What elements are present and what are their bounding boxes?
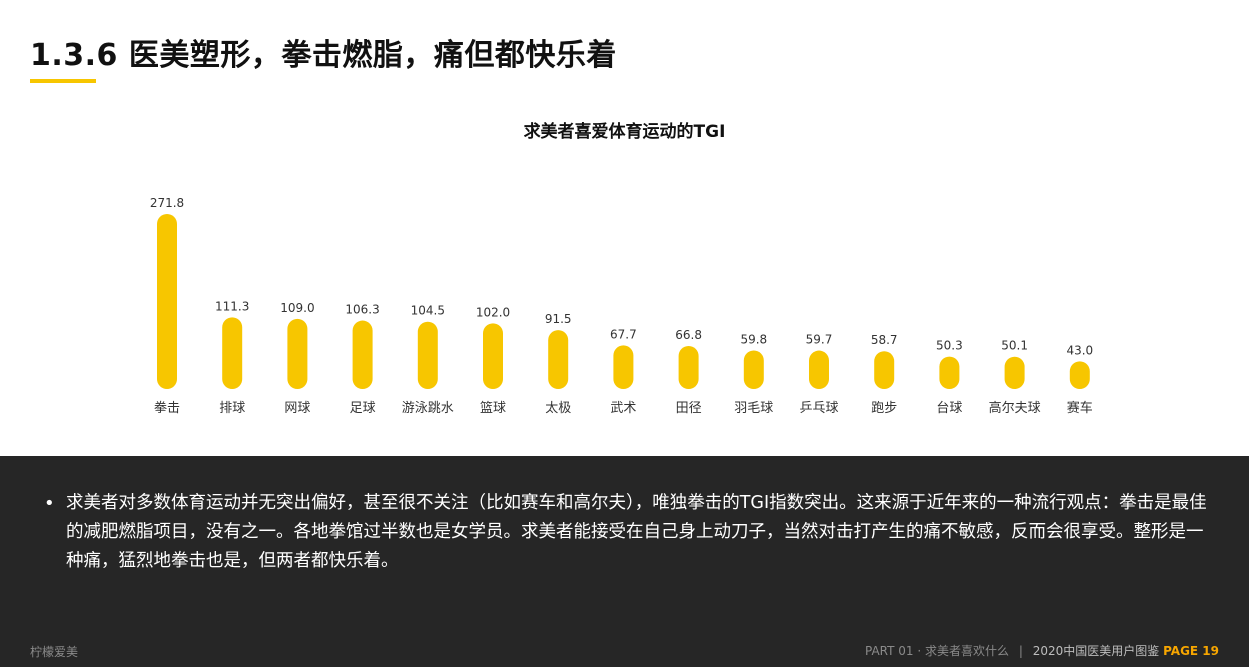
bar-游泳跳水 <box>417 321 438 389</box>
value-label: 43.0 <box>1066 343 1093 357</box>
bar-跑步 <box>874 351 895 389</box>
category-label: 田径 <box>676 401 702 416</box>
value-label: 91.5 <box>545 312 572 326</box>
bar-拳击 <box>157 214 177 389</box>
category-label: 网球 <box>284 401 310 416</box>
value-label: 109.0 <box>280 301 314 315</box>
value-label: 50.1 <box>1001 339 1028 353</box>
chart-title: 求美者喜爱体育运动的TGI <box>523 122 726 142</box>
value-label: 67.7 <box>610 327 637 341</box>
page-title: 1.3.6 医美塑形，拳击燃脂，痛但都快乐着 <box>30 38 617 73</box>
bar-乒乓球 <box>809 350 829 389</box>
value-label: 59.7 <box>806 333 833 347</box>
category-label: 太极 <box>545 401 571 416</box>
value-label: 106.3 <box>345 303 379 317</box>
footer-part: PART 01 · 求美者喜欢什么 <box>865 644 1010 658</box>
bar-网球 <box>287 318 308 389</box>
category-label: 武术 <box>610 401 636 416</box>
category-label: 赛车 <box>1067 400 1093 416</box>
bar-chart: 271.8 拳击 111.3 排球 109.0 网球 106.3 足球 104.5 游泳跳水 102… <box>150 196 1093 416</box>
bar-足球 <box>352 320 373 389</box>
bar-赛车 <box>1069 361 1090 389</box>
category-label: 篮球 <box>480 401 506 416</box>
value-label: 271.8 <box>150 196 184 210</box>
bar-台球 <box>939 356 960 389</box>
value-label: 50.3 <box>936 339 963 353</box>
footer-brand: 柠檬爱美 <box>30 645 79 659</box>
category-label: 乒乓球 <box>799 401 838 416</box>
summary-text: 求美者对多数体育运动并无突出偏好，甚至很不关注（比如赛车和高尔夫），唯独拳击的T… <box>66 493 1207 571</box>
category-label: 跑步 <box>871 401 897 416</box>
category-label: 排球 <box>219 401 245 416</box>
category-label: 高尔夫球 <box>989 400 1041 416</box>
category-label: 台球 <box>936 401 962 416</box>
bar-太极 <box>548 330 569 389</box>
footer-report-title: 2020中国医美用户图鉴 <box>1032 644 1160 658</box>
category-label: 拳击 <box>154 400 180 416</box>
value-label: 59.8 <box>740 332 767 346</box>
value-label: 104.5 <box>411 304 445 318</box>
footer-page-number: PAGE 19 <box>1163 644 1219 658</box>
bar-高尔夫球 <box>1004 356 1025 389</box>
value-label: 111.3 <box>215 299 249 313</box>
value-label: 102.0 <box>476 305 510 319</box>
value-label: 58.7 <box>871 333 898 347</box>
bullet-marker: • <box>44 493 55 514</box>
category-label: 足球 <box>350 401 376 416</box>
summary-panel <box>0 456 1249 667</box>
bar-排球 <box>222 317 243 389</box>
footer-separator: | <box>1018 644 1023 658</box>
value-label: 66.8 <box>675 328 702 342</box>
category-label: 羽毛球 <box>734 401 773 416</box>
bar-武术 <box>613 345 634 389</box>
title-underline <box>30 79 96 83</box>
category-label: 游泳跳水 <box>402 401 454 416</box>
bar-田径 <box>678 345 699 389</box>
bar-篮球 <box>483 323 503 389</box>
footer-info: PART 01 · 求美者喜欢什么 | 2020中国医美用户图鉴 PAGE 19 <box>865 642 1219 659</box>
bar-羽毛球 <box>743 350 764 389</box>
